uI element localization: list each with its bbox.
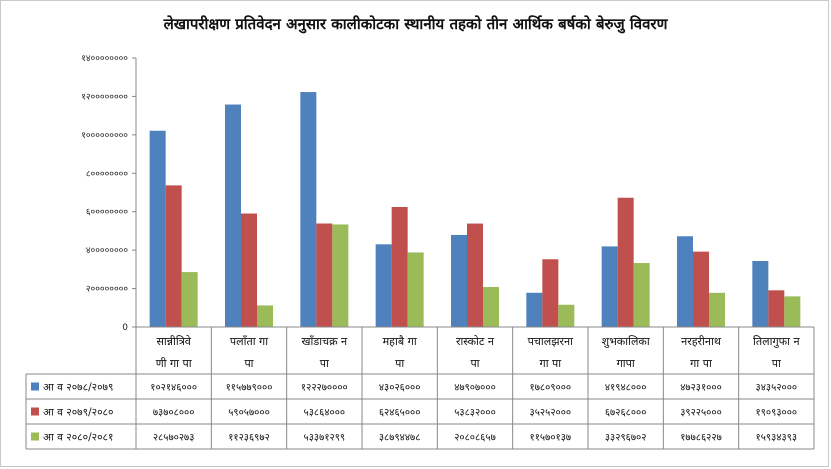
bar (257, 305, 273, 327)
bar (241, 213, 257, 327)
data-cell: ६२४६५००० (379, 408, 421, 419)
data-cell: ५३८६४००० (304, 408, 346, 419)
data-cell: ३४३५२००० (756, 383, 798, 394)
bar (225, 104, 241, 327)
category-label: गापा (617, 357, 635, 370)
data-cell: ३३२९६७०२ (605, 433, 647, 444)
legend-label: आ व २०७९/२०८० (43, 407, 113, 419)
data-cell: ११५७०१३७ (530, 433, 572, 444)
y-tick-label: ८०००००००० (86, 169, 128, 179)
category-label: सान्नीत्रिवे (156, 335, 191, 348)
category-label: तिलागुफा न (753, 335, 800, 348)
data-cell: ४१९४८००० (605, 383, 647, 394)
category-label: पलाँता गा (230, 335, 268, 348)
category-label: पचालझरना (528, 335, 573, 348)
category-label: नरहरीनाथ (681, 335, 722, 348)
data-cell: ४७२३१००० (680, 383, 722, 394)
y-tick-label: २०००००००० (86, 285, 128, 295)
y-tick-label: 0 (122, 323, 128, 333)
y-tick-label: १००००००००० (81, 131, 128, 141)
data-cell: ३५२५२००० (530, 408, 572, 419)
category-label: रास्कोट न (456, 335, 495, 348)
bar (332, 224, 349, 327)
bar (677, 236, 693, 327)
category-label: खाँडाचक्र न (302, 335, 349, 348)
bar (558, 304, 575, 327)
chart-title: लेखापरीक्षण प्रतिवेदन अनुसार कालीकोटका स… (163, 15, 668, 33)
bar (526, 292, 543, 327)
bar (601, 246, 618, 327)
data-cell: २८५७०२७३ (153, 433, 195, 444)
data-cell: १०२१४६००० (150, 383, 197, 394)
bar (407, 252, 424, 327)
data-cell: ११५७७९००० (226, 383, 273, 394)
bar (149, 130, 166, 327)
bar (165, 185, 182, 327)
data-cell: ११२३६९७२ (228, 433, 270, 444)
data-cell: ५३८३२००० (454, 408, 496, 419)
category-label: णी गा पा (156, 357, 192, 370)
data-cell: १७८०९००० (530, 383, 572, 394)
bar (391, 206, 408, 327)
bar (542, 259, 559, 327)
data-cell: १५९३४३९३ (756, 433, 798, 444)
data-cell: ५३३७१२९९ (304, 433, 346, 444)
bar (693, 251, 709, 327)
bar (633, 263, 650, 327)
data-cell: १२२२७०००० (301, 383, 348, 394)
legend-label: आ व २०७८/२०७९ (43, 382, 113, 394)
bar (768, 290, 785, 327)
y-tick-label: १२०००००००० (81, 92, 128, 102)
bar (709, 292, 725, 327)
bar (451, 234, 467, 327)
bar (617, 197, 634, 327)
y-tick-label: १४०००००००० (81, 54, 128, 64)
category-label: पा (244, 357, 253, 370)
data-cell: १७७८६२२७ (680, 433, 722, 444)
data-cell: ६७२६८००० (605, 408, 647, 419)
category-label: शुभकालिका (602, 335, 650, 348)
bar (483, 287, 499, 327)
legend-key (31, 432, 39, 441)
category-label: पा (320, 357, 329, 370)
data-cell: १९०९३००० (756, 408, 798, 419)
data-cell: ३९२२५००० (680, 408, 722, 419)
legend-key (31, 407, 39, 416)
category-label: पा (772, 357, 781, 370)
category-label: गा पा (690, 357, 712, 370)
bar (752, 260, 769, 327)
bar (181, 272, 198, 327)
legend-label: आ व २०८०/२०८१ (43, 432, 113, 444)
category-label: गा पा (540, 357, 562, 370)
data-cell: ४७९०७००० (454, 383, 496, 394)
bar (316, 223, 333, 327)
bar (300, 92, 317, 327)
category-label: महाबै गा (383, 335, 417, 348)
y-tick-label: ६०००००००० (86, 208, 128, 218)
data-cell: २०८०८६५७ (454, 433, 496, 444)
data-cell: ४३०२६००० (379, 383, 421, 394)
category-label: पा (395, 357, 404, 370)
bar (784, 296, 801, 327)
y-tick-label: ४०००००००० (86, 246, 128, 256)
bar (375, 244, 392, 327)
legend-key (31, 382, 39, 391)
bar (467, 223, 483, 327)
category-label: पा (470, 357, 479, 370)
data-cell: ७३७०८००० (153, 408, 195, 419)
data-cell: ५९०५७००० (228, 408, 270, 419)
data-cell: ३८७९४४७८ (379, 433, 421, 444)
